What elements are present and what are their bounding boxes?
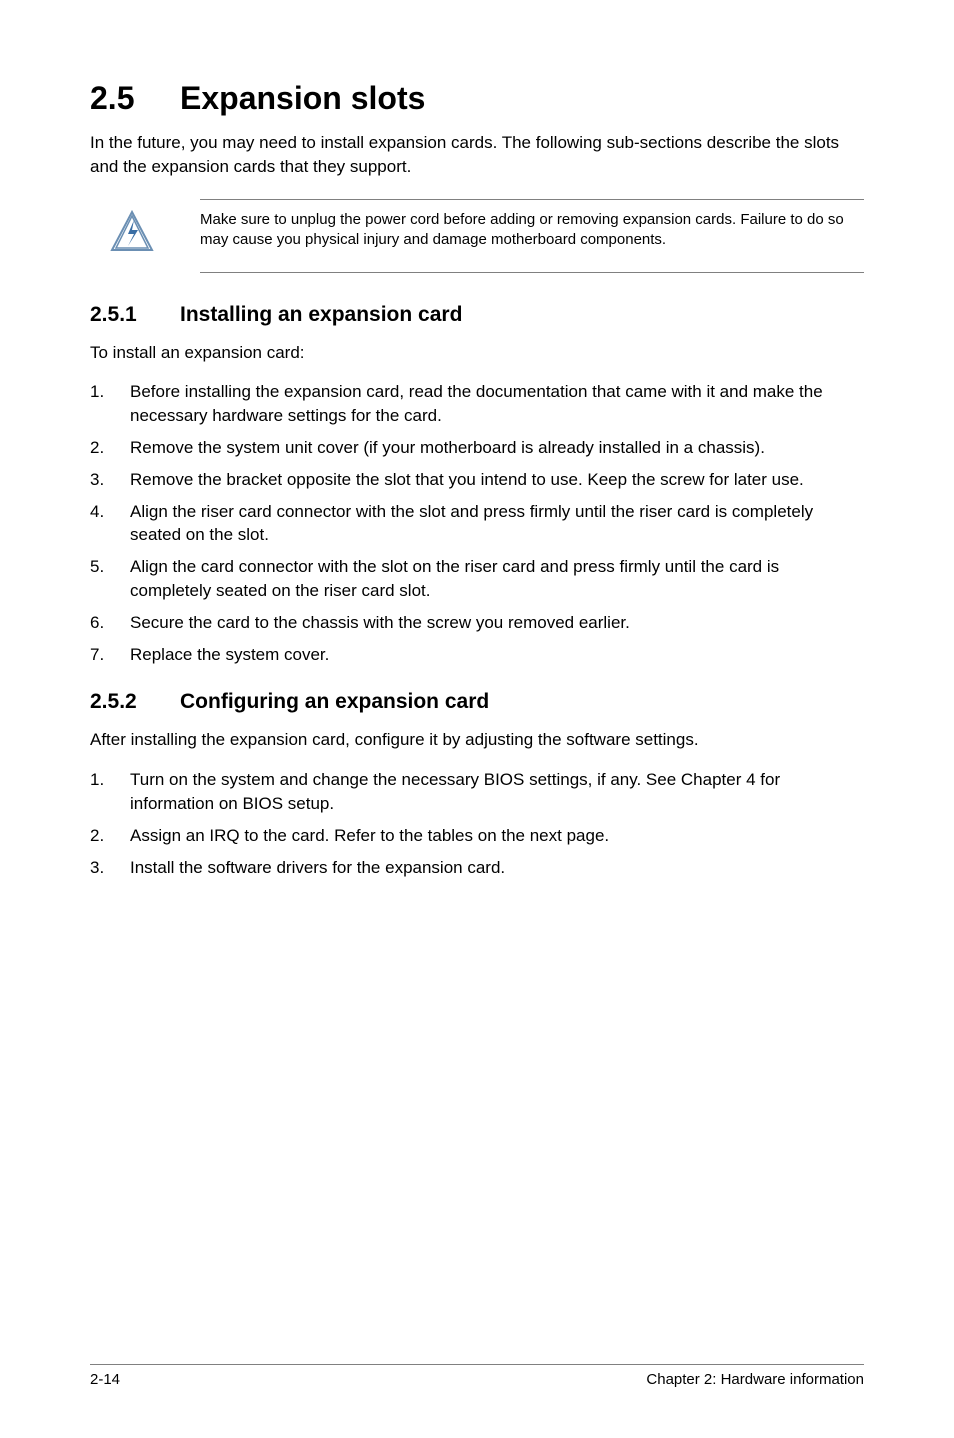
- subsection-2-steps: 1.Turn on the system and change the nece…: [90, 768, 864, 879]
- callout-text: Make sure to unplug the power cord befor…: [200, 210, 864, 251]
- step-text: Turn on the system and change the necess…: [130, 768, 864, 816]
- list-item: 3.Remove the bracket opposite the slot t…: [90, 468, 864, 492]
- step-number: 1.: [90, 768, 130, 816]
- callout-body: Make sure to unplug the power cord befor…: [100, 200, 864, 272]
- list-item: 2.Assign an IRQ to the card. Refer to th…: [90, 824, 864, 848]
- subsection-1-lead: To install an expansion card:: [90, 341, 864, 365]
- list-item: 5.Align the card connector with the slot…: [90, 555, 864, 603]
- step-text: Install the software drivers for the exp…: [130, 856, 864, 880]
- step-number: 6.: [90, 611, 130, 635]
- lightning-icon: [100, 210, 200, 262]
- subsection-1-heading: 2.5.1Installing an expansion card: [90, 303, 864, 327]
- section-title-text: Expansion slots: [180, 80, 425, 116]
- subsection-1-title: Installing an expansion card: [180, 303, 462, 326]
- subsection-1-steps: 1.Before installing the expansion card, …: [90, 380, 864, 666]
- list-item: 2.Remove the system unit cover (if your …: [90, 436, 864, 460]
- step-text: Align the card connector with the slot o…: [130, 555, 864, 603]
- list-item: 1.Turn on the system and change the nece…: [90, 768, 864, 816]
- footer-row: 2-14 Chapter 2: Hardware information: [90, 1371, 864, 1388]
- list-item: 3.Install the software drivers for the e…: [90, 856, 864, 880]
- step-number: 5.: [90, 555, 130, 603]
- step-number: 1.: [90, 380, 130, 428]
- step-text: Assign an IRQ to the card. Refer to the …: [130, 824, 864, 848]
- step-number: 3.: [90, 468, 130, 492]
- footer-rule: [90, 1364, 864, 1365]
- step-text: Replace the system cover.: [130, 643, 864, 667]
- page-footer: 2-14 Chapter 2: Hardware information: [90, 1364, 864, 1388]
- step-number: 2.: [90, 436, 130, 460]
- step-text: Remove the bracket opposite the slot tha…: [130, 468, 864, 492]
- step-number: 7.: [90, 643, 130, 667]
- list-item: 4.Align the riser card connector with th…: [90, 500, 864, 548]
- warning-callout: Make sure to unplug the power cord befor…: [100, 199, 864, 273]
- step-text: Remove the system unit cover (if your mo…: [130, 436, 864, 460]
- subsection-2-lead: After installing the expansion card, con…: [90, 728, 864, 752]
- section-title: 2.5Expansion slots: [90, 80, 864, 117]
- list-item: 7.Replace the system cover.: [90, 643, 864, 667]
- page-number: 2-14: [90, 1371, 120, 1388]
- subsection-2-title: Configuring an expansion card: [180, 690, 489, 713]
- list-item: 1.Before installing the expansion card, …: [90, 380, 864, 428]
- step-text: Align the riser card connector with the …: [130, 500, 864, 548]
- chapter-label: Chapter 2: Hardware information: [646, 1371, 864, 1388]
- step-number: 4.: [90, 500, 130, 548]
- list-item: 6.Secure the card to the chassis with th…: [90, 611, 864, 635]
- callout-rule-bottom: [200, 272, 864, 273]
- subsection-2-number: 2.5.2: [90, 690, 180, 714]
- step-number: 2.: [90, 824, 130, 848]
- step-text: Before installing the expansion card, re…: [130, 380, 864, 428]
- step-text: Secure the card to the chassis with the …: [130, 611, 864, 635]
- subsection-1-number: 2.5.1: [90, 303, 180, 327]
- section-number: 2.5: [90, 80, 180, 117]
- intro-paragraph: In the future, you may need to install e…: [90, 131, 864, 179]
- subsection-2-heading: 2.5.2Configuring an expansion card: [90, 690, 864, 714]
- step-number: 3.: [90, 856, 130, 880]
